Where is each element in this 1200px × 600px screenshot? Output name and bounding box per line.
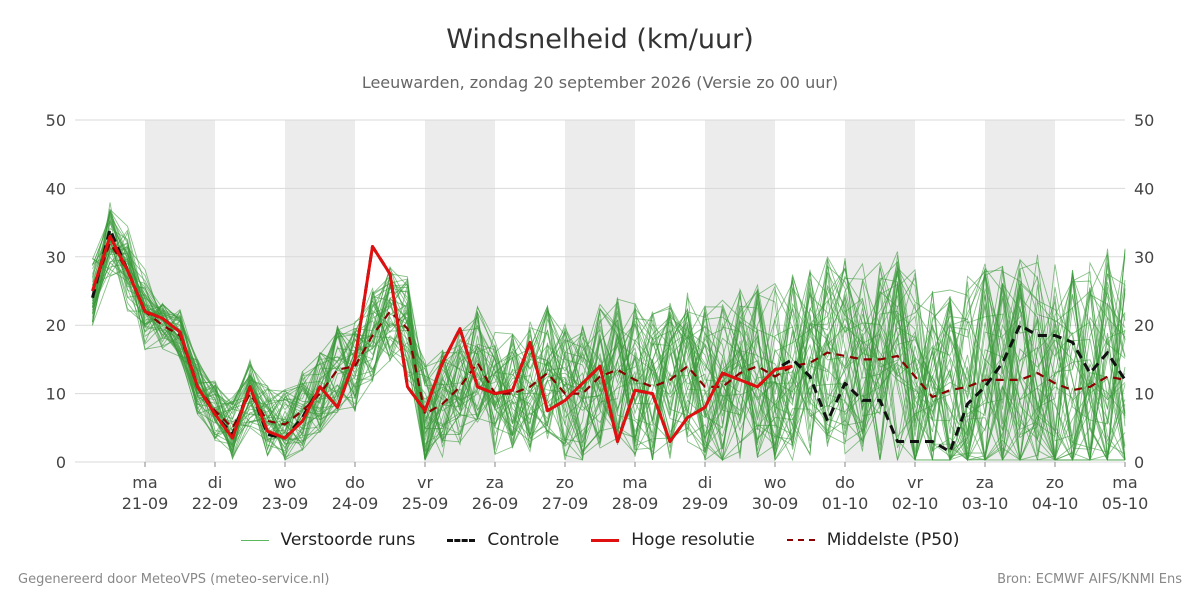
legend-item-median[interactable]: Middelste (P50) [786,530,960,550]
y-axis-right: 0 10 20 30 40 50 [1134,111,1154,472]
ensemble-member-line [92,202,1126,461]
ensemble-member-line [92,245,1126,462]
ensemble-member-line [92,256,1126,461]
ensemble-member-line [92,214,1126,461]
x-tick-date: 21-09 [122,494,169,513]
chart-title: Windsnelheid (km/uur) [446,24,754,55]
legend-label-control: Controle [487,530,560,550]
y-tick-label: 40 [46,179,66,198]
y-tick-label: 20 [46,316,66,335]
x-tick-day: wo [764,473,787,492]
x-tick-date: 28-09 [612,494,659,513]
series-lines [91,227,1127,454]
legend: Verstoorde runs Controle Hoge resolutie … [0,530,1200,550]
y-tick-label: 50 [46,111,66,130]
y-tick-label-right: 10 [1134,385,1154,404]
x-tick-day: wo [274,473,297,492]
y-tick-label: 0 [56,453,66,472]
x-tick-date: 25-09 [402,494,449,513]
x-tick-date: 24-09 [332,494,379,513]
ensemble-member-line [92,252,1126,462]
footer-generator: Gegenereerd door MeteoVPS (meteo-service… [18,572,330,587]
x-tick-date: 29-09 [682,494,729,513]
legend-swatch-control [447,538,476,542]
x-tick-date: 30-09 [752,494,799,513]
x-tick-date: 03-10 [962,494,1009,513]
legend-swatch-median [786,539,815,541]
x-tick-date: 27-09 [542,494,589,513]
median-line [91,242,1126,429]
x-tick-date: 26-09 [472,494,519,513]
x-tick-day: ma [622,473,647,492]
x-tick-date: 05-10 [1102,494,1149,513]
x-tick-date: 02-10 [892,494,939,513]
y-tick-label-right: 50 [1134,111,1154,130]
x-tick-date: 01-10 [822,494,869,513]
day-shade-band [285,120,355,462]
x-tick-day: ma [132,473,157,492]
footer-source: Bron: ECMWF AIFS/KNMI Ens [997,572,1182,587]
y-tick-label-right: 30 [1134,248,1154,267]
legend-label-high-res: Hoge resolutie [631,530,755,550]
x-tick-day: za [486,473,504,492]
ensemble-member-line [92,234,1126,462]
x-tick-day: do [835,473,855,492]
high-res-line [91,234,793,443]
y-tick-label: 30 [46,248,66,267]
x-tick-date: 22-09 [192,494,239,513]
legend-item-control[interactable]: Controle [447,530,559,550]
x-tick-date: 23-09 [262,494,309,513]
ensemble-member-line [92,248,1126,461]
y-tick-label-right: 0 [1134,453,1144,472]
chart-subtitle: Leeuwarden, zondag 20 september 2026 (Ve… [361,73,839,92]
x-tick-day: do [345,473,365,492]
y-tick-label-right: 40 [1134,179,1154,198]
x-tick-day: zo [556,473,574,492]
y-axis-left: 0 10 20 30 40 50 [46,111,66,472]
legend-swatch-perturbed [240,539,269,541]
x-tick-day: di [208,473,223,492]
ensemble-member-line [92,261,1126,460]
legend-label-median: Middelste (P50) [826,530,960,550]
ensemble-member-line [92,230,1126,456]
x-tick-day: ma [1112,473,1137,492]
legend-label-perturbed: Verstoorde runs [280,530,416,550]
legend-swatch-high-res [591,538,620,542]
legend-item-perturbed[interactable]: Verstoorde runs [240,530,416,550]
x-axis: ma 21-09 di 22-09 wo 23-09 do 24-09 vr 25-09 za 26-… [122,462,1149,513]
x-tick-day: vr [907,473,923,492]
y-tick-label: 10 [46,385,66,404]
x-tick-day: za [976,473,994,492]
x-tick-day: zo [1046,473,1064,492]
y-tick-label-right: 20 [1134,316,1154,335]
legend-item-high-res[interactable]: Hoge resolutie [591,530,755,550]
x-tick-day: di [698,473,713,492]
x-tick-day: vr [417,473,433,492]
x-tick-date: 04-10 [1032,494,1079,513]
